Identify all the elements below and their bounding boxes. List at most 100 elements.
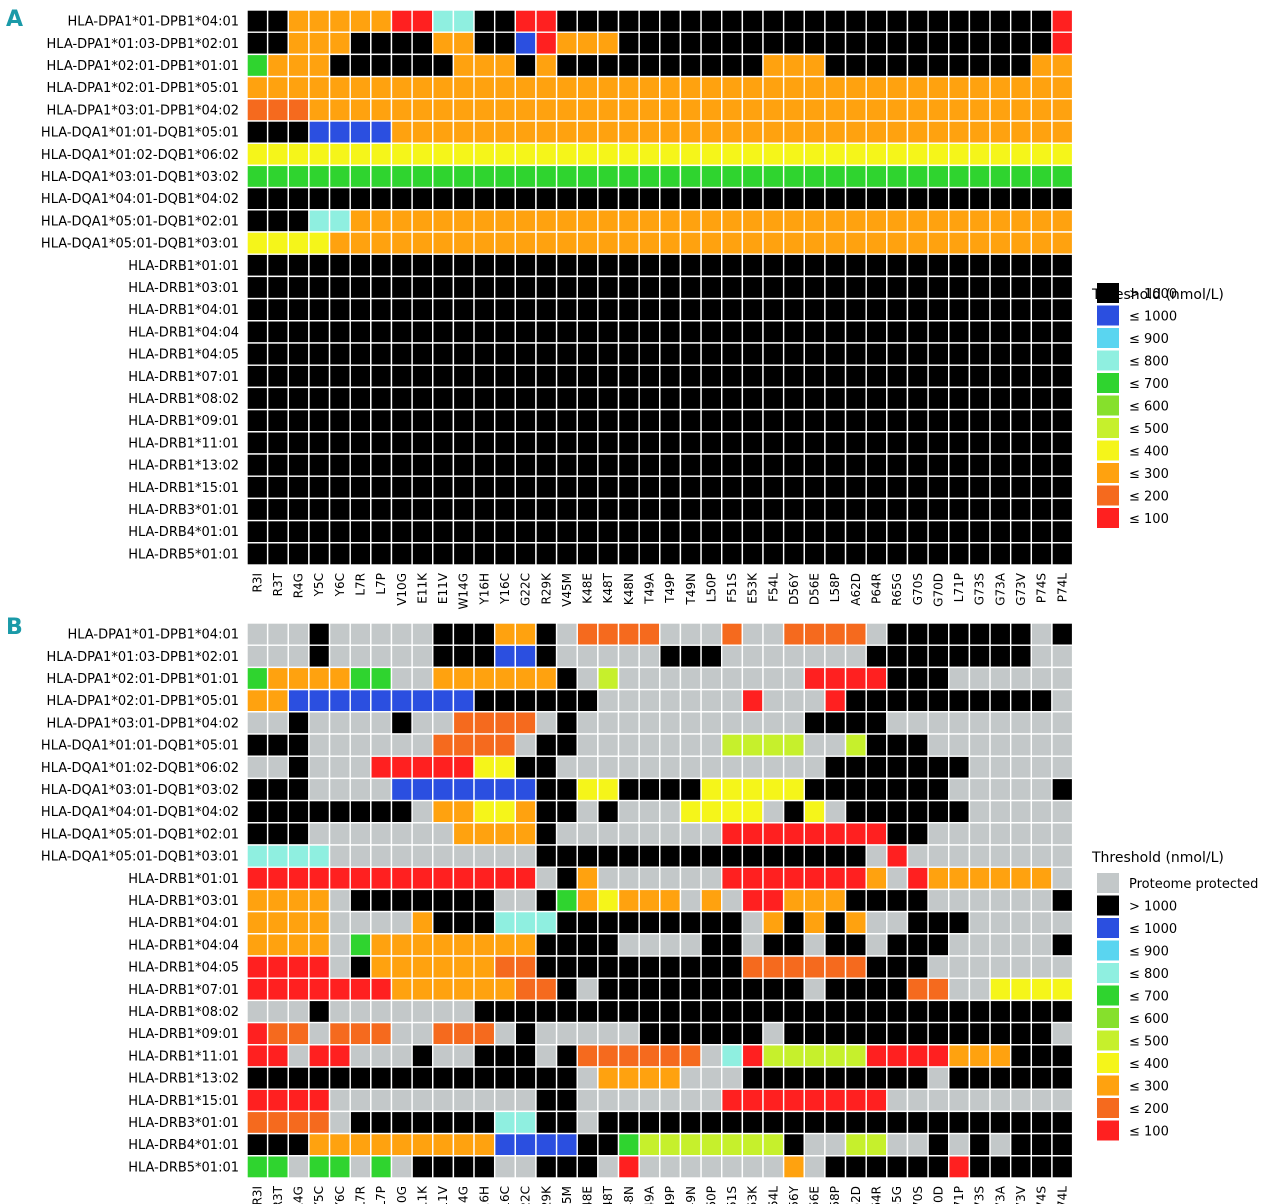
column-label: L50P	[704, 1186, 718, 1204]
heatmap-cell	[989, 75, 1012, 100]
heatmap-cell	[493, 253, 517, 278]
heatmap-cell	[968, 799, 991, 824]
row-label: HLA-DQA1*05:01-DQB1*03:01	[41, 850, 239, 865]
heatmap-cell	[328, 386, 351, 411]
heatmap-cell	[308, 98, 331, 122]
heatmap-cell	[535, 253, 558, 278]
heatmap-cell	[287, 497, 310, 522]
heatmap-cell	[308, 186, 331, 211]
row-label: HLA-DPA1*03:01-DPB1*04:02	[47, 716, 239, 731]
heatmap-cell	[906, 542, 929, 566]
heatmap-cell	[390, 53, 413, 78]
heatmap-cell	[390, 408, 413, 433]
heatmap-cell	[782, 475, 805, 500]
heatmap-cell	[308, 342, 331, 366]
heatmap-cell	[927, 431, 950, 455]
heatmap-cell	[576, 822, 599, 846]
heatmap-cell	[473, 1088, 496, 1113]
heatmap-cell	[659, 453, 682, 477]
heatmap-cell	[349, 497, 372, 522]
heatmap-cell	[246, 519, 269, 544]
heatmap-cell	[246, 342, 269, 366]
heatmap-cell	[824, 755, 847, 780]
heatmap-cell	[927, 186, 950, 211]
column-label: D56Y	[787, 572, 801, 605]
heatmap-cell	[617, 320, 640, 344]
heatmap-cell	[782, 142, 805, 167]
heatmap-cell	[597, 231, 620, 255]
heatmap-cell	[1030, 799, 1053, 824]
heatmap-cell	[824, 120, 847, 144]
heatmap-cell	[266, 999, 289, 1024]
heatmap-cell	[308, 666, 331, 691]
heatmap-cell	[700, 519, 723, 544]
column-label: F54L	[766, 573, 780, 602]
heatmap-cell	[865, 386, 888, 411]
heatmap-cell	[968, 910, 991, 935]
heatmap-cell	[432, 9, 455, 33]
row-label: HLA-DRB1*03:01	[128, 894, 239, 909]
heatmap-cell	[803, 888, 826, 913]
heatmap-cell	[659, 231, 682, 255]
heatmap-cell	[679, 1110, 702, 1135]
heatmap-cell	[968, 120, 991, 144]
legend-label: ≤ 500	[1129, 422, 1169, 437]
heatmap-cell	[762, 364, 785, 389]
heatmap-cell	[514, 342, 537, 366]
heatmap-cell	[803, 755, 826, 780]
heatmap-cell	[906, 799, 929, 824]
heatmap-cell	[493, 431, 517, 455]
heatmap-cell	[370, 755, 393, 780]
heatmap-cell	[411, 431, 434, 455]
heatmap-cell	[349, 688, 372, 713]
heatmap-cell	[246, 1088, 269, 1113]
heatmap-cell	[989, 320, 1012, 344]
heatmap-cell	[535, 431, 558, 455]
heatmap-cell	[721, 910, 744, 935]
heatmap-cell	[576, 688, 599, 713]
column-label: K48E	[581, 573, 595, 604]
heatmap-cell	[287, 9, 310, 33]
heatmap-cell	[308, 711, 331, 735]
heatmap-cell	[906, 475, 929, 500]
heatmap-cell	[968, 622, 991, 646]
heatmap-cell	[1051, 755, 1074, 780]
heatmap-cell	[782, 933, 805, 957]
heatmap-cell	[473, 777, 496, 802]
heatmap-cell	[370, 1088, 393, 1113]
heatmap-cell	[308, 844, 331, 868]
heatmap-cell	[308, 75, 331, 100]
heatmap-cell	[390, 120, 413, 144]
heatmap-cell	[514, 364, 537, 389]
heatmap-cell	[246, 622, 269, 646]
heatmap-cell	[638, 666, 661, 691]
heatmap-cell	[782, 231, 805, 255]
heatmap-cell	[473, 453, 496, 477]
heatmap-cell	[349, 755, 372, 780]
heatmap-cell	[948, 666, 971, 691]
row-label: HLA-DQA1*04:01-DQB1*04:02	[41, 805, 239, 820]
heatmap-cell	[948, 364, 971, 389]
heatmap-cell	[968, 666, 991, 691]
heatmap-cell	[555, 1044, 578, 1068]
column-label: D56E	[808, 1186, 822, 1204]
heatmap-cell	[741, 53, 764, 78]
heatmap-cell	[741, 453, 764, 477]
heatmap-cell	[370, 822, 393, 846]
heatmap-cell	[824, 1132, 847, 1157]
heatmap-cell	[411, 253, 434, 278]
legend-label: ≤ 1000	[1129, 922, 1177, 937]
heatmap-cell	[452, 209, 475, 233]
heatmap-cell	[700, 1088, 723, 1113]
heatmap-cell	[948, 342, 971, 366]
heatmap-cell	[287, 977, 310, 1002]
heatmap-cell	[597, 120, 620, 144]
heatmap-cell	[1051, 1088, 1074, 1113]
heatmap-cell	[1051, 120, 1074, 144]
heatmap-cell	[370, 1021, 393, 1046]
column-label: A62D	[849, 573, 863, 606]
heatmap-cell	[782, 98, 805, 122]
heatmap-cell	[1030, 519, 1053, 544]
heatmap-cell	[762, 888, 785, 913]
heatmap-cell	[370, 1110, 393, 1135]
